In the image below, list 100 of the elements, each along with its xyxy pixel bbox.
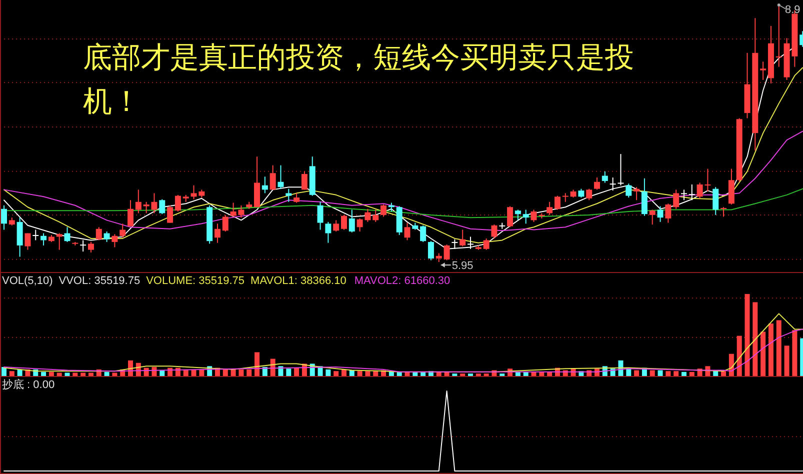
bar (254, 352, 260, 376)
candlestick (634, 186, 640, 201)
candlestick (514, 209, 521, 221)
candlestick (522, 209, 529, 224)
bar (666, 371, 671, 376)
bar (191, 369, 196, 376)
text: 底部才是真正的投资，短线今买明卖只是投机！ (83, 41, 635, 120)
candlestick (562, 192, 568, 202)
candlestick (610, 176, 616, 192)
candlestick (301, 170, 308, 190)
bar (334, 371, 339, 376)
candlestick (317, 201, 324, 230)
bar (365, 371, 370, 376)
candlestick (286, 188, 292, 202)
candlestick (120, 223, 126, 238)
bar (278, 366, 284, 376)
bar (9, 371, 14, 376)
bar (721, 371, 726, 376)
bar (658, 370, 663, 376)
bar (238, 369, 244, 376)
candlestick (673, 189, 680, 210)
bar (80, 372, 86, 376)
candlestick (602, 170, 608, 184)
candlestick (40, 232, 47, 246)
candlestick (586, 188, 592, 201)
bar (41, 372, 46, 376)
candlestick (594, 176, 600, 190)
candlestick (159, 198, 166, 215)
candlestick (104, 231, 110, 242)
text: MAVOL1: 38366.10 (250, 275, 346, 287)
candlestick (665, 203, 672, 224)
candlestick (16, 217, 23, 258)
candlestick (460, 229, 466, 247)
candlestick (294, 192, 300, 204)
bar (112, 372, 118, 376)
candlestick (712, 186, 719, 216)
candlestick (372, 209, 379, 222)
candlestick (720, 206, 727, 218)
bar (64, 372, 70, 376)
annotation: 5.95 (452, 260, 474, 272)
bar (48, 372, 54, 376)
bar (768, 324, 774, 376)
candlestick (167, 204, 174, 224)
bar (744, 294, 750, 376)
bar (650, 370, 655, 376)
candlestick (507, 206, 514, 228)
bar (294, 368, 300, 376)
bar (760, 332, 766, 376)
text: MAVOL2: 61660.30 (354, 275, 450, 287)
candlestick (135, 189, 142, 214)
bar (736, 336, 742, 376)
candlestick (728, 168, 734, 205)
bar (222, 369, 228, 376)
bar (199, 369, 204, 376)
bar (784, 346, 790, 376)
bar (776, 320, 782, 376)
candlestick (174, 194, 181, 212)
candlestick (626, 183, 632, 198)
candlestick (56, 232, 62, 250)
text: VOL(5,10) (2, 275, 53, 287)
candlestick (214, 223, 220, 244)
candlestick (554, 195, 560, 210)
bar (17, 369, 22, 376)
bar (230, 369, 236, 376)
candlestick (32, 229, 39, 241)
candlestick (96, 226, 102, 241)
candlestick (380, 204, 387, 218)
candlestick (680, 189, 687, 201)
candlestick (341, 214, 347, 230)
bar (373, 371, 378, 376)
bar (705, 366, 710, 376)
bar (246, 369, 252, 376)
candlestick (325, 221, 332, 244)
candlestick (688, 184, 695, 201)
candlestick (128, 200, 134, 227)
bar (681, 372, 686, 376)
bar (160, 370, 165, 376)
annotation: 抄底 : 0.00 (2, 378, 55, 391)
candlestick (546, 201, 553, 216)
candlestick (404, 222, 410, 241)
candlestick (88, 241, 94, 253)
bar (342, 369, 346, 376)
bar (689, 372, 694, 376)
bar (792, 330, 798, 376)
candlestick (262, 176, 268, 194)
bar (286, 368, 292, 376)
candlestick (641, 178, 648, 216)
candlestick (1, 204, 7, 230)
candlestick (491, 224, 498, 239)
candlestick (483, 238, 490, 250)
bar (326, 369, 331, 376)
candlestick (24, 232, 31, 250)
bar (104, 372, 110, 376)
bar (88, 372, 94, 376)
candlestick (444, 244, 450, 261)
bar (634, 370, 640, 376)
candlestick (428, 240, 434, 261)
bar (2, 366, 6, 376)
bar (357, 371, 362, 376)
bar (752, 302, 758, 376)
